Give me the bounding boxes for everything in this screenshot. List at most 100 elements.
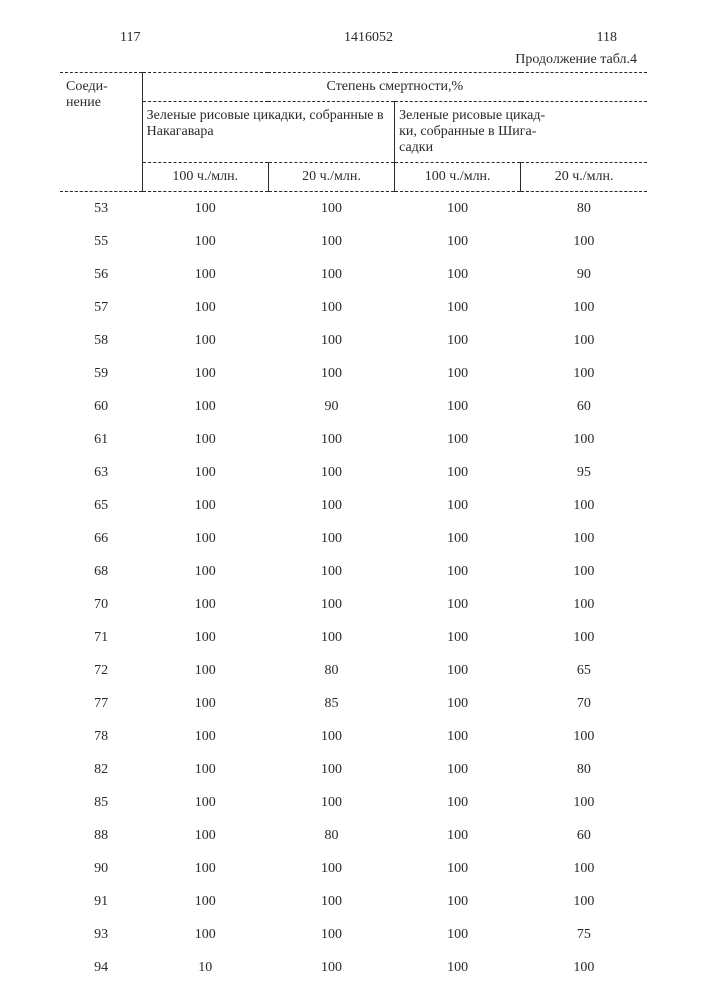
cell-value: 100 — [395, 588, 521, 621]
cell-value: 100 — [521, 786, 647, 819]
table-row: 68100100100100 — [60, 555, 647, 588]
cell-value: 100 — [142, 654, 268, 687]
table-row: 85100100100100 — [60, 786, 647, 819]
cell-value: 100 — [521, 852, 647, 885]
table-header: Соеди- нение Степень смертности,% Зелены… — [60, 73, 647, 192]
cell-value: 100 — [142, 423, 268, 456]
cell-value: 100 — [142, 621, 268, 654]
cell-value: 100 — [142, 720, 268, 753]
cell-compound: 65 — [60, 489, 142, 522]
cell-value: 100 — [395, 456, 521, 489]
cell-value: 90 — [521, 258, 647, 291]
cell-value: 100 — [268, 291, 394, 324]
cell-value: 10 — [142, 951, 268, 984]
cell-value: 100 — [395, 951, 521, 984]
cell-value: 100 — [268, 951, 394, 984]
cell-value: 100 — [521, 522, 647, 555]
table-row: 66100100100100 — [60, 522, 647, 555]
cell-value: 100 — [395, 357, 521, 390]
cell-value: 60 — [521, 390, 647, 423]
table-continuation-label: Продолжение табл.4 — [60, 52, 647, 68]
cell-compound: 56 — [60, 258, 142, 291]
cell-value: 100 — [395, 390, 521, 423]
cell-value: 100 — [268, 357, 394, 390]
col-header-group-a: Зеленые рисовые цикадки, собранные в Нак… — [142, 102, 394, 163]
cell-value: 100 — [521, 621, 647, 654]
cell-value: 100 — [395, 522, 521, 555]
cell-compound: 55 — [60, 225, 142, 258]
cell-value: 100 — [142, 258, 268, 291]
table-row: 6310010010095 — [60, 456, 647, 489]
cell-value: 100 — [268, 885, 394, 918]
table-row: 9310010010075 — [60, 918, 647, 951]
table-row: 70100100100100 — [60, 588, 647, 621]
cell-compound: 71 — [60, 621, 142, 654]
cell-value: 100 — [395, 687, 521, 720]
table-row: 9410100100100 — [60, 951, 647, 984]
cell-value: 100 — [142, 192, 268, 226]
cell-value: 100 — [395, 918, 521, 951]
cell-value: 100 — [521, 720, 647, 753]
col-header-group-b: Зеленые рисовые цикад- ки, собранные в Ш… — [395, 102, 647, 163]
cell-value: 100 — [142, 489, 268, 522]
cell-value: 100 — [268, 489, 394, 522]
cell-value: 80 — [521, 192, 647, 226]
cell-compound: 91 — [60, 885, 142, 918]
cell-value: 100 — [268, 192, 394, 226]
table-row: 65100100100100 — [60, 489, 647, 522]
cell-value: 70 — [521, 687, 647, 720]
cell-value: 100 — [395, 786, 521, 819]
cell-value: 60 — [521, 819, 647, 852]
cell-value: 90 — [268, 390, 394, 423]
table-row: 881008010060 — [60, 819, 647, 852]
cell-value: 100 — [268, 456, 394, 489]
cell-compound: 88 — [60, 819, 142, 852]
mortality-table: Соеди- нение Степень смертности,% Зелены… — [60, 72, 647, 984]
table-row: 601009010060 — [60, 390, 647, 423]
table-row: 91100100100100 — [60, 885, 647, 918]
cell-value: 100 — [521, 324, 647, 357]
table-body: 5310010010080551001001001005610010010090… — [60, 192, 647, 985]
cell-value: 100 — [142, 819, 268, 852]
col-header-a1: 100 ч./млн. — [142, 163, 268, 192]
cell-compound: 58 — [60, 324, 142, 357]
table-row: 90100100100100 — [60, 852, 647, 885]
cell-value: 100 — [395, 291, 521, 324]
cell-compound: 68 — [60, 555, 142, 588]
cell-value: 100 — [268, 621, 394, 654]
header-numbers-row: 117 1416052 118 — [60, 30, 647, 46]
cell-compound: 70 — [60, 588, 142, 621]
cell-value: 100 — [142, 687, 268, 720]
table-row: 721008010065 — [60, 654, 647, 687]
cell-compound: 82 — [60, 753, 142, 786]
cell-value: 100 — [395, 489, 521, 522]
cell-value: 75 — [521, 918, 647, 951]
cell-compound: 77 — [60, 687, 142, 720]
cell-value: 95 — [521, 456, 647, 489]
cell-compound: 60 — [60, 390, 142, 423]
table-row: 59100100100100 — [60, 357, 647, 390]
col-header-a2: 20 ч./млн. — [268, 163, 394, 192]
cell-compound: 57 — [60, 291, 142, 324]
cell-compound: 78 — [60, 720, 142, 753]
page-number-left: 117 — [120, 30, 140, 46]
col-header-compound: Соеди- нение — [60, 73, 142, 192]
cell-value: 100 — [268, 258, 394, 291]
cell-value: 85 — [268, 687, 394, 720]
cell-value: 100 — [142, 390, 268, 423]
table-row: 61100100100100 — [60, 423, 647, 456]
cell-value: 100 — [268, 324, 394, 357]
cell-value: 100 — [395, 324, 521, 357]
cell-value: 100 — [521, 423, 647, 456]
cell-value: 100 — [395, 192, 521, 226]
cell-value: 100 — [521, 357, 647, 390]
cell-value: 100 — [395, 423, 521, 456]
cell-value: 100 — [268, 555, 394, 588]
cell-value: 100 — [142, 225, 268, 258]
cell-compound: 63 — [60, 456, 142, 489]
cell-value: 100 — [521, 555, 647, 588]
cell-value: 100 — [395, 852, 521, 885]
table-row: 5310010010080 — [60, 192, 647, 226]
cell-compound: 66 — [60, 522, 142, 555]
cell-value: 100 — [142, 852, 268, 885]
